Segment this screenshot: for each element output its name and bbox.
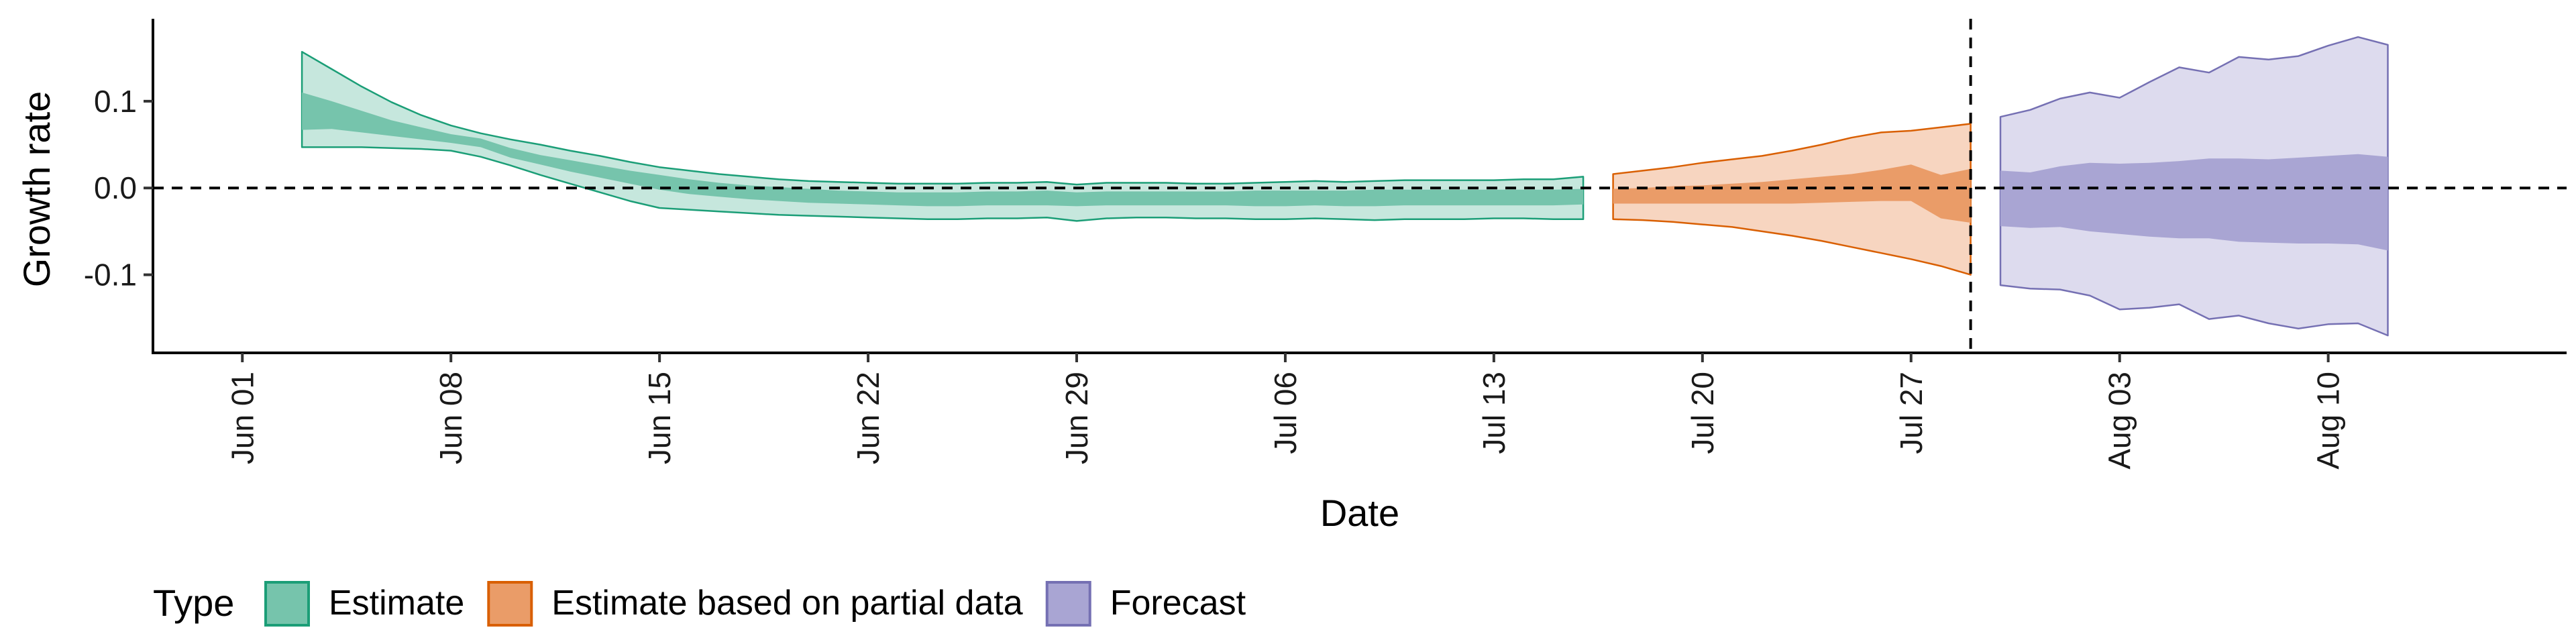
y-axis-title: Growth rate xyxy=(15,91,58,288)
legend-label-estimate-based-on-partial-data: Estimate based on partial data xyxy=(551,584,1023,623)
x-tick-label: Jul 27 xyxy=(1894,372,1929,454)
x-tick-label: Jun 08 xyxy=(433,372,468,464)
x-tick-label: Jul 20 xyxy=(1685,372,1720,454)
legend-swatch-estimate xyxy=(264,581,310,627)
x-tick-label: Jun 15 xyxy=(642,372,677,464)
forecast-inner-band xyxy=(2000,154,2388,251)
legend-swatch-estimate-based-on-partial-data xyxy=(487,581,533,627)
ribbon-layer xyxy=(301,36,2389,337)
legend-swatch-forecast xyxy=(1045,581,1091,627)
y-tick-label: -0.1 xyxy=(84,258,137,292)
x-tick-label: Jul 06 xyxy=(1268,372,1303,454)
x-tick-label: Jun 01 xyxy=(225,372,260,464)
x-tick-label: Aug 10 xyxy=(2311,372,2346,470)
x-tick-label: Jun 29 xyxy=(1059,372,1094,464)
x-tick-label: Jul 13 xyxy=(1477,372,1511,454)
y-tick-label: 0.0 xyxy=(94,170,137,205)
x-tick-label: Jun 22 xyxy=(851,372,885,464)
estimate-inner-band xyxy=(302,92,1584,207)
legend-label-estimate: Estimate xyxy=(329,584,464,623)
x-tick-label: Aug 03 xyxy=(2102,372,2137,470)
y-tick-label: 0.1 xyxy=(94,84,137,119)
reference-lines xyxy=(153,19,2567,353)
legend: Type Estimate Estimate based on partial d… xyxy=(153,581,1246,627)
legend-title: Type xyxy=(153,582,234,624)
tick-layer: 0.1 0.0 -0.1 Jun 01 Jun 08 Jun 15 Jun 22 Jun 29… xyxy=(84,84,2346,470)
x-axis-title: Date xyxy=(1320,492,1399,534)
legend-label-forecast: Forecast xyxy=(1110,584,1246,623)
estimate-based-on-partial-data-inner-band xyxy=(1613,164,1971,223)
axes xyxy=(152,19,2567,354)
